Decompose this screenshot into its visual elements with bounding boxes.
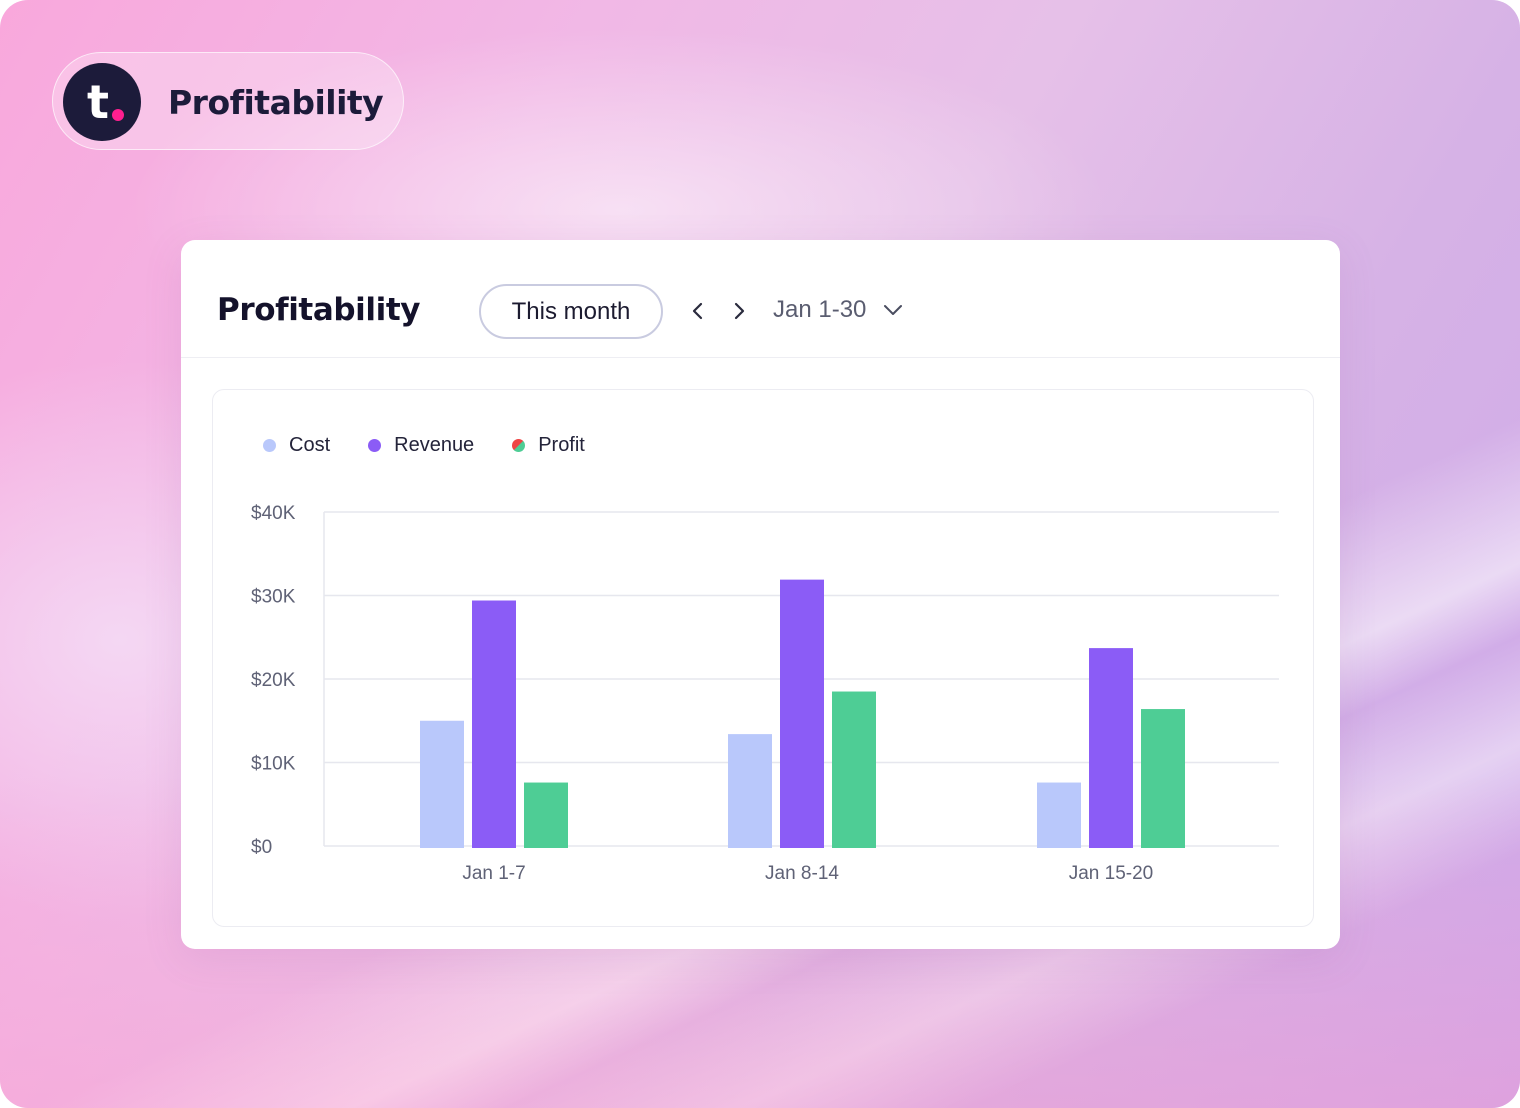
x-tick-label: Jan 1-7 [462, 863, 525, 884]
legend-item-revenue[interactable]: Revenue [368, 434, 474, 457]
brand-logo-dot [112, 109, 124, 121]
legend-dot-profit [512, 439, 526, 452]
chevron-left-icon[interactable] [683, 296, 713, 326]
y-tick-label: $20K [251, 670, 296, 691]
y-tick-label: $0 [251, 837, 272, 858]
bar-cost[interactable] [1037, 782, 1081, 848]
chevron-right-icon[interactable] [724, 296, 754, 326]
brand-logo-letter: t [87, 75, 109, 129]
brand-name: Profitability [168, 83, 384, 122]
legend-dot-revenue [368, 439, 382, 452]
bar-profit[interactable] [832, 691, 876, 848]
bar-profit[interactable] [524, 782, 568, 848]
bar-revenue[interactable] [472, 600, 516, 848]
bar-cost[interactable] [728, 734, 772, 848]
date-range-dropdown[interactable]: Jan 1-30 [773, 288, 906, 332]
y-tick-label: $30K [251, 587, 296, 608]
card-header: Profitability This month Jan 1-30 [181, 240, 1340, 358]
date-range-label: Jan 1-30 [773, 296, 867, 323]
legend-item-profit[interactable]: Profit [512, 434, 585, 457]
legend-label-cost: Cost [289, 434, 331, 456]
brand-logo: t [63, 63, 141, 141]
chart-panel: Cost Revenue Profit $0 $10K $20K $30K $40K Ja… [212, 389, 1314, 927]
profitability-card: Profitability This month Jan 1-30 Cost R… [181, 240, 1340, 949]
legend-label-profit: Profit [538, 434, 585, 456]
y-tick-label: $40K [251, 503, 296, 524]
bar-revenue[interactable] [1089, 648, 1133, 848]
chart-legend: Cost Revenue Profit [263, 434, 623, 457]
legend-dot-cost [263, 439, 276, 452]
x-tick-label: Jan 15-20 [1069, 863, 1154, 884]
legend-item-cost[interactable]: Cost [263, 434, 330, 457]
y-tick-label: $10K [251, 754, 296, 775]
chevron-down-icon [884, 305, 903, 315]
bar-revenue[interactable] [780, 579, 824, 848]
bar-profit[interactable] [1141, 709, 1185, 848]
legend-label-revenue: Revenue [394, 434, 475, 456]
card-title: Profitability [217, 292, 421, 328]
brand-badge: t Profitability [52, 52, 404, 150]
period-button[interactable]: This month [479, 284, 663, 339]
x-tick-label: Jan 8-14 [765, 863, 839, 884]
bar-cost[interactable] [420, 720, 464, 848]
bar-chart: $0 $10K $20K $30K $40K Jan 1-7 Jan 8-14 Jan 15-… [251, 503, 1279, 884]
